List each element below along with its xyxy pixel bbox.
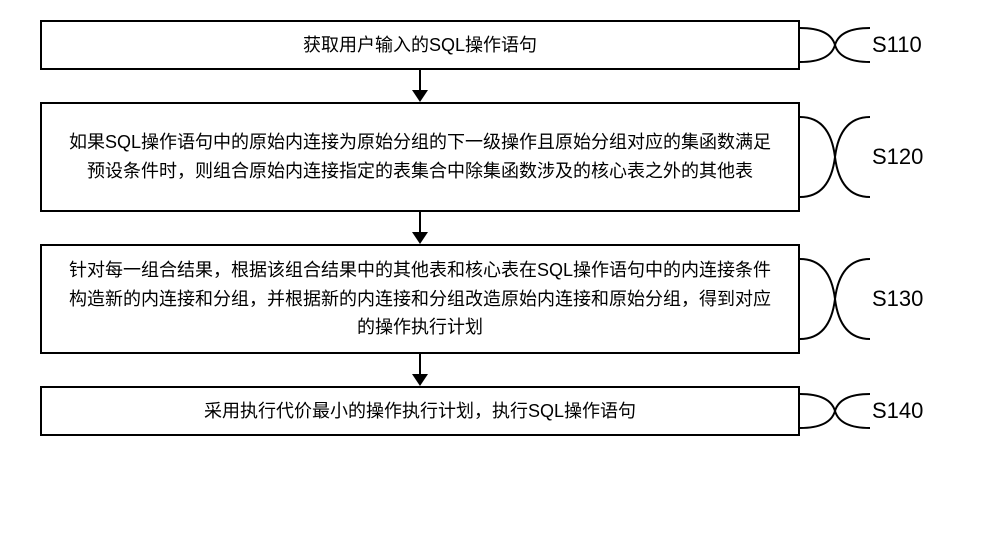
curve-s110 bbox=[800, 20, 920, 70]
connector-s140 bbox=[800, 386, 920, 436]
step-row-s130: 针对每一组合结果，根据该组合结果中的其他表和核心表在SQL操作语句中的内连接条件… bbox=[40, 244, 960, 354]
step-text-s110: 获取用户输入的SQL操作语句 bbox=[303, 31, 537, 60]
step-row-s140: 采用执行代价最小的操作执行计划，执行SQL操作语句 S140 bbox=[40, 386, 960, 436]
curve-s120 bbox=[800, 102, 920, 212]
step-row-s110: 获取用户输入的SQL操作语句 S110 bbox=[40, 20, 960, 70]
arrow-s110-s120 bbox=[412, 70, 428, 102]
arrow-head-icon bbox=[412, 90, 428, 102]
arrow-line bbox=[419, 212, 421, 232]
curve-s140 bbox=[800, 386, 920, 436]
arrow-head-icon bbox=[412, 232, 428, 244]
step-box-s130: 针对每一组合结果，根据该组合结果中的其他表和核心表在SQL操作语句中的内连接条件… bbox=[40, 244, 800, 354]
flowchart-container: 获取用户输入的SQL操作语句 S110 如果SQL操作语句中的原始内连接为原始分… bbox=[40, 20, 960, 436]
step-text-s120: 如果SQL操作语句中的原始内连接为原始分组的下一级操作且原始分组对应的集函数满足… bbox=[62, 128, 778, 186]
arrow-s130-s140 bbox=[412, 354, 428, 386]
curve-s130 bbox=[800, 244, 920, 354]
step-row-s120: 如果SQL操作语句中的原始内连接为原始分组的下一级操作且原始分组对应的集函数满足… bbox=[40, 102, 960, 212]
connector-s120 bbox=[800, 102, 920, 212]
arrow-line bbox=[419, 354, 421, 374]
arrow-line bbox=[419, 70, 421, 90]
step-box-s120: 如果SQL操作语句中的原始内连接为原始分组的下一级操作且原始分组对应的集函数满足… bbox=[40, 102, 800, 212]
connector-s110 bbox=[800, 20, 920, 70]
step-box-s110: 获取用户输入的SQL操作语句 bbox=[40, 20, 800, 70]
connector-s130 bbox=[800, 244, 920, 354]
arrow-s120-s130 bbox=[412, 212, 428, 244]
step-text-s140: 采用执行代价最小的操作执行计划，执行SQL操作语句 bbox=[204, 397, 636, 426]
arrow-head-icon bbox=[412, 374, 428, 386]
step-text-s130: 针对每一组合结果，根据该组合结果中的其他表和核心表在SQL操作语句中的内连接条件… bbox=[62, 256, 778, 342]
step-box-s140: 采用执行代价最小的操作执行计划，执行SQL操作语句 bbox=[40, 386, 800, 436]
